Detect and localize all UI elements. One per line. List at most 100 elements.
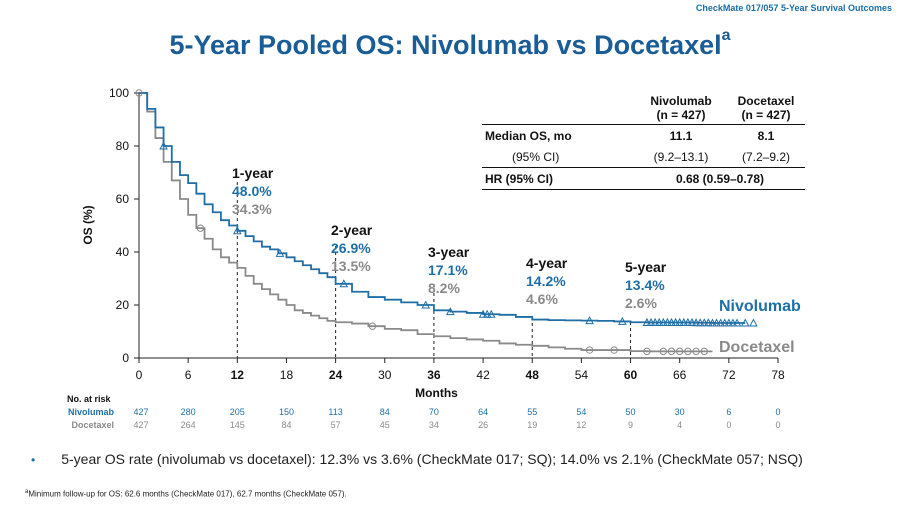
nivolumab-censor-mark — [618, 316, 627, 325]
at-risk-value: 6 — [726, 407, 731, 417]
at-risk-value: 50 — [626, 407, 636, 417]
milestone-nivolumab-value: 14.2% — [526, 273, 566, 289]
nivolumab-censor-mark — [482, 309, 492, 318]
docetaxel-censor-mark — [196, 224, 205, 232]
at-risk-value: 54 — [576, 407, 586, 417]
at-risk-value: 26 — [478, 420, 488, 430]
at-risk-value: 205 — [230, 407, 245, 417]
milestone-year-label: 5-year — [625, 259, 667, 275]
stats-ci-label: (95% CI) — [482, 146, 635, 168]
nivolumab-censor-mark — [728, 318, 738, 327]
header-tag: CheckMate 017/057 5-Year Survival Outcom… — [695, 3, 892, 13]
nivolumab-censor-mark — [704, 318, 713, 327]
nivolumab-censor-mark — [159, 141, 168, 150]
at-risk-value: 264 — [181, 420, 196, 430]
milestone-nivolumab-value: 26.9% — [331, 240, 371, 256]
y-tick-label: 60 — [116, 192, 130, 206]
nivolumab-censor-mark — [683, 317, 693, 326]
nivolumab-censor-mark — [667, 317, 676, 326]
docetaxel-censor-mark — [659, 347, 668, 356]
at-risk-value: 150 — [279, 407, 294, 417]
x-tick-label: 48 — [526, 368, 540, 382]
y-tick-label: 100 — [109, 86, 129, 100]
bullet-text: 5-year OS rate (nivolumab vs docetaxel):… — [61, 451, 803, 467]
nivolumab-censor-mark — [663, 317, 672, 326]
milestone-year-label: 3-year — [428, 244, 470, 260]
y-tick-label: 40 — [116, 245, 130, 259]
nivolumab-censor-mark — [642, 317, 652, 326]
x-tick-label: 12 — [231, 368, 245, 382]
docetaxel-censor-mark — [692, 347, 700, 356]
nivolumab-censor-mark — [478, 309, 488, 318]
milestone-docetaxel-value: 34.3% — [232, 201, 272, 217]
milestone-nivolumab-value: 48.0% — [232, 183, 272, 199]
nivolumab-censor-mark — [699, 318, 709, 327]
x-tick-label: 24 — [329, 368, 343, 382]
docetaxel-censor-mark — [667, 347, 676, 356]
nivolumab-censor-mark — [720, 318, 730, 327]
nivolumab-censor-mark — [445, 307, 455, 316]
at-risk-value: 427 — [133, 420, 148, 430]
nivolumab-censor-mark — [646, 317, 656, 326]
milestone-docetaxel-value: 4.6% — [526, 291, 558, 307]
bullet-icon: • — [31, 453, 36, 467]
y-tick-label: 0 — [122, 351, 129, 365]
at-risk-value: 70 — [429, 407, 439, 417]
at-risk-value: 84 — [281, 420, 291, 430]
docetaxel-censor-mark — [643, 347, 651, 356]
at-risk-value: 19 — [527, 420, 537, 430]
milestone-year-label: 1-year — [232, 165, 274, 181]
at-risk-row-label: Nivolumab — [68, 407, 115, 417]
nivolumab-censor-mark — [658, 317, 668, 326]
stats-median-label: Median OS, mo — [482, 124, 635, 146]
nivolumab-censor-mark — [740, 318, 750, 327]
footnote-superscript: a — [25, 489, 29, 495]
x-tick-label: 30 — [378, 368, 392, 382]
x-tick-label: 66 — [673, 368, 687, 382]
docetaxel-censor-mark — [368, 322, 377, 330]
nivolumab-censor-mark — [421, 300, 431, 309]
milestone-year-label: 4-year — [526, 255, 568, 271]
nivolumab-censor-mark — [275, 248, 285, 257]
at-risk-value: 45 — [380, 420, 390, 430]
x-axis-label: Months — [415, 386, 458, 400]
x-tick-label: 6 — [185, 368, 192, 382]
stats-ci-nivolumab: (9.2–13.1) — [635, 146, 727, 168]
y-tick-label: 20 — [116, 298, 130, 312]
stats-median-docetaxel: 8.1 — [727, 124, 805, 146]
x-tick-label: 54 — [575, 368, 589, 382]
x-tick-label: 72 — [722, 368, 736, 382]
bullet-point: • 5-year OS rate (nivolumab vs docetaxel)… — [31, 451, 803, 467]
nivolumab-censor-mark — [585, 316, 594, 325]
docetaxel-censor-mark — [700, 347, 708, 356]
nivolumab-censor-mark — [695, 318, 705, 327]
x-tick-label: 42 — [476, 368, 490, 382]
docetaxel-censor-mark — [675, 347, 684, 356]
at-risk-value: 4 — [677, 420, 682, 430]
nivolumab-censor-mark — [486, 309, 496, 318]
x-tick-label: 18 — [280, 368, 294, 382]
docetaxel-censor-mark — [585, 346, 594, 354]
y-tick-label: 80 — [116, 139, 130, 153]
milestone-nivolumab-value: 17.1% — [428, 262, 468, 278]
nivolumab-censor-mark — [732, 318, 742, 327]
docetaxel-censor-mark — [610, 346, 618, 354]
nivolumab-censor-mark — [650, 317, 660, 326]
nivolumab-censor-mark — [687, 317, 697, 326]
milestone-docetaxel-value: 8.2% — [428, 280, 460, 296]
stats-hr-value: 0.68 (0.59–0.78) — [635, 167, 805, 190]
nivolumab-censor-mark — [671, 317, 680, 326]
x-tick-label: 36 — [427, 368, 441, 382]
footnote: aMinimum follow-up for OS: 62.6 months (… — [25, 489, 347, 499]
docetaxel-series-label: Docetaxel — [719, 339, 795, 356]
at-risk-value: 0 — [775, 407, 780, 417]
milestone-docetaxel-value: 2.6% — [625, 295, 657, 311]
slide-title: 5-Year Pooled OS: Nivolumab vs Docetaxel… — [0, 27, 900, 61]
nivolumab-censor-mark — [679, 317, 689, 326]
docetaxel-curve — [139, 92, 713, 353]
x-tick-label: 0 — [136, 368, 143, 382]
milestone-nivolumab-value: 13.4% — [625, 277, 665, 293]
y-axis-label: OS (%) — [81, 205, 95, 244]
at-risk-value: 30 — [675, 407, 685, 417]
nivolumab-censor-mark — [691, 318, 701, 327]
